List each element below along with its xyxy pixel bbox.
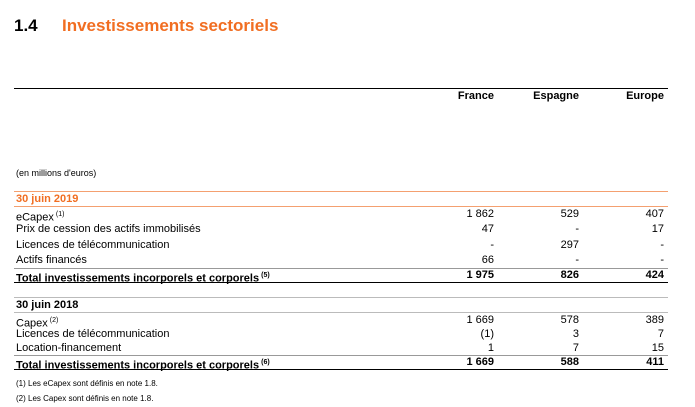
label-text: eCapex [16,211,54,224]
unit: (en millions d'euros) [16,168,97,178]
section-rule [14,297,668,298]
cell: 826 [560,269,579,282]
cell: - [575,223,579,236]
footnote-ref: (2) [49,317,59,324]
label-text: Prix de cession des actifs immobilisés [16,223,201,236]
footnote: (2) Les Capex sont définis en note 1.8. [16,394,154,403]
footnote-ref: (6) [261,359,270,366]
row-label: Capex (2) [16,314,58,331]
section-title: 30 juin 2018 [16,299,79,311]
total-label: Total investissements incorporels et cor… [16,269,270,286]
cell: 3 [572,328,579,340]
row-label: eCapex (1) [16,208,64,225]
label-text: Total investissements incorporels et cor… [16,359,260,372]
label-text: Licences de télécommunication [16,328,170,340]
cell: 588 [560,356,579,368]
section-number: 1.4 [14,16,38,35]
cell: 1 862 [466,208,494,220]
cell: - [575,253,579,266]
total-label: Total investissements incorporels et cor… [16,356,270,373]
cell: 7 [572,342,579,354]
cell: 578 [560,314,579,326]
section-rule [14,191,668,192]
cell: 389 [645,314,664,326]
column-header: Europe [626,90,664,102]
cell: 529 [560,208,579,220]
footnote-ref: (1) [55,211,65,218]
cell: - [660,253,664,266]
rule [14,88,668,89]
row-rule [14,268,668,270]
cell: 1 975 [466,269,494,282]
cell: 297 [560,238,579,251]
cell: 7 [657,328,664,340]
cell: 66 [481,253,494,266]
label-text: Total investissements incorporels et cor… [16,272,260,285]
cell: 15 [651,342,664,354]
row-label: Licences de télécommunication [16,328,169,341]
cell: - [660,238,664,251]
row-rule [14,355,668,356]
row-label: Licences de télécommunication [16,239,169,252]
label-text: Location-financement [16,342,122,354]
footnote: (1) Les eCapex sont définis en note 1.8. [16,379,158,388]
cell: 1 [487,342,494,354]
cell: 1 669 [466,314,494,326]
row-label: Prix de cession des actifs immobilisés [16,223,201,236]
cell: 411 [646,356,664,368]
label-text: Capex [16,317,48,330]
cell: 17 [651,223,664,236]
cell: (1) [480,328,494,340]
cell: 47 [481,223,494,236]
footnote-ref: (5) [261,272,270,280]
label-text: Actifs financés [16,253,87,266]
total-rule [14,369,668,370]
column-header: Espagne [533,90,579,102]
row-label: Actifs financés [16,254,87,267]
column-header: France [457,90,494,102]
cell: 407 [645,208,664,220]
cell: 1 669 [466,356,494,368]
label-text: Licences de télécommunication [16,238,170,251]
section-title: 30 juin 2019 [16,193,79,205]
section-rule [14,206,668,207]
row-label: Location-financement [16,342,121,355]
cell: 424 [645,269,664,282]
title: Investissements sectoriels [62,16,279,35]
section-rule [14,312,668,313]
cell: - [490,238,494,251]
total-rule [14,282,668,284]
